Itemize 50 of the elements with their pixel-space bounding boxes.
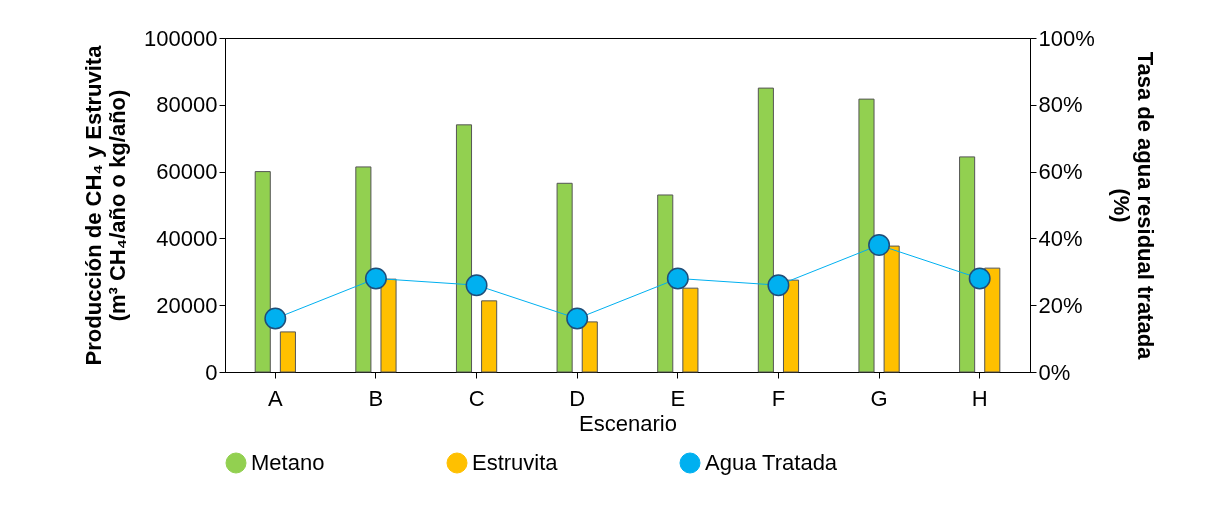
- bar: [581, 321, 598, 373]
- point: [566, 307, 589, 330]
- bar: [682, 287, 699, 373]
- point: [465, 274, 488, 297]
- y2-tick-label: 100%: [1038, 25, 1095, 51]
- bar: [556, 182, 573, 373]
- bar: [254, 171, 271, 373]
- point: [364, 267, 387, 290]
- x-tick-label: E: [670, 385, 686, 411]
- bar: [657, 194, 674, 373]
- bar: [858, 98, 875, 373]
- bar: [883, 245, 900, 373]
- x-axis-title: Escenario: [579, 410, 677, 436]
- x-tick-label: D: [569, 385, 586, 411]
- y-tick-label: 80000: [156, 92, 218, 118]
- y2-tick-label: 20%: [1038, 292, 1083, 318]
- bar: [279, 331, 296, 373]
- y-tick-label: 0: [205, 359, 218, 385]
- x-tick-label: H: [971, 385, 988, 411]
- x-tick-label: B: [368, 385, 384, 411]
- y-axis-title: Producción de CH₄ y Estruvita (m³ CH₄/año o kg/año): [81, 44, 131, 366]
- bar: [481, 300, 498, 373]
- y2-tick-label: 0%: [1038, 359, 1071, 385]
- bar: [984, 267, 1001, 373]
- bar: [380, 278, 397, 373]
- y2-tick-label: 80%: [1038, 92, 1083, 118]
- y-tick-label: 100000: [144, 25, 218, 51]
- y-tick-label: 60000: [156, 159, 218, 185]
- y2-tick-label: 60%: [1038, 159, 1083, 185]
- point: [868, 234, 891, 257]
- x-tick-label: C: [468, 385, 485, 411]
- y2-tick-label: 40%: [1038, 225, 1083, 251]
- bar: [959, 156, 976, 373]
- point: [264, 307, 287, 330]
- x-tick-label: A: [267, 385, 283, 411]
- bar: [782, 279, 800, 373]
- y-tick-label: 20000: [156, 292, 218, 318]
- bar: [455, 124, 473, 373]
- y2-axis-title: Tasa de agua residual tratada (%): [1108, 51, 1158, 361]
- x-tick-label: F: [771, 385, 786, 411]
- point: [767, 274, 790, 297]
- bar: [355, 166, 372, 373]
- y-tick-label: 40000: [156, 225, 218, 251]
- point: [666, 267, 689, 290]
- legend-label: Metano: [251, 450, 325, 475]
- x-tick-label: G: [870, 385, 888, 411]
- legend-label: Estruvita: [472, 450, 559, 475]
- bar: [757, 87, 774, 373]
- point: [968, 267, 991, 290]
- legend-label: Agua Tratada: [705, 450, 838, 475]
